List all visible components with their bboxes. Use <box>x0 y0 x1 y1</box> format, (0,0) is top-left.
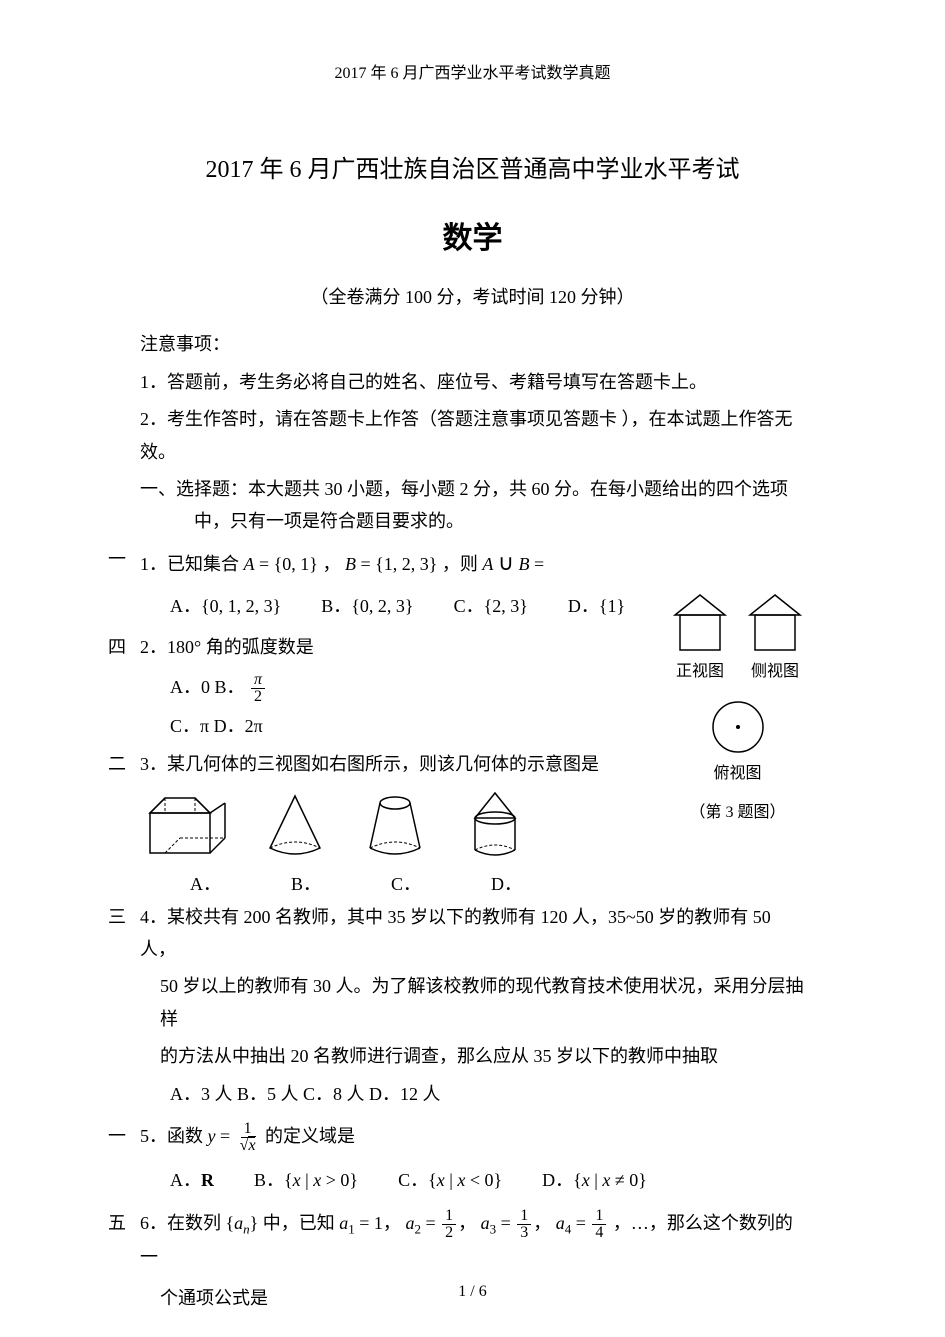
side-view-icon <box>745 590 805 655</box>
q5-option-a: A．R <box>170 1164 214 1196</box>
q1-set-a: A <box>244 554 255 574</box>
q1-text-before: 1．已知集合 <box>140 554 244 574</box>
prism-icon <box>140 788 230 863</box>
title-main: 2017 年 6 月广西壮族自治区普通高中学业水平考试 <box>140 149 805 192</box>
q5-option-c: C．{x | x < 0} <box>398 1164 502 1196</box>
q1-option-d: D．{1} <box>568 590 625 622</box>
q1-union: A <box>482 554 493 574</box>
q5-annotation: 一 <box>108 1120 126 1152</box>
q4-annotation: 三 <box>108 901 126 933</box>
q5-options: A．R B．{x | x > 0} C．{x | x < 0} D．{x | x… <box>170 1164 805 1196</box>
q3-labels: A． B． C． D． <box>190 868 805 900</box>
front-view-icon <box>670 590 730 655</box>
three-view-figure: 正视图 侧视图 俯视图 （第 3 题图） <box>670 590 805 827</box>
page-footer: 1 / 6 <box>0 1278 945 1307</box>
page-header: 2017 年 6 月广西学业水平考试数学真题 <box>140 60 805 89</box>
question-4: 三 4．某校共有 200 名教师，其中 35 岁以下的教师有 120 人，35~… <box>140 901 805 966</box>
side-view: 侧视图 <box>745 590 805 687</box>
q6-text-before: 6．在数列 { <box>140 1213 234 1233</box>
q6-annotation: 五 <box>108 1207 126 1239</box>
title-subject: 数学 <box>140 212 805 266</box>
q1-mid1: ， <box>322 554 340 574</box>
q1-set-b: B <box>345 554 356 574</box>
q3-label-a: A． <box>190 868 221 900</box>
figure-caption: （第 3 题图） <box>670 799 805 828</box>
q2-text: 2．180° 角的弧度数是 <box>140 637 314 657</box>
q2-opt-d: D．2π <box>214 716 263 736</box>
section-heading: 一、选择题：本大题共 30 小题，每小题 2 分，共 60 分。在每小题给出的四… <box>140 473 805 538</box>
frustum-icon <box>360 788 430 863</box>
cone-cylinder-icon <box>460 788 530 863</box>
front-view: 正视图 <box>670 590 730 687</box>
q5-option-b: B．{x | x > 0} <box>254 1164 358 1196</box>
question-6: 五 6．在数列 {an} 中，已知 a1 = 1， a2 = 12， a3 = … <box>140 1207 805 1274</box>
q1-option-a: A．{0, 1, 2, 3} <box>170 590 281 622</box>
q1-option-c: C．{2, 3} <box>454 590 528 622</box>
q1-annotation: 一 <box>108 543 126 575</box>
notice-item-2: 2．考生作答时，请在答题卡上作答（答题注意事项见答题卡 ），在本试题上作答无效。 <box>140 403 805 468</box>
notice-heading: 注意事项： <box>140 328 805 360</box>
q3-text: 3．某几何体的三视图如右图所示，则该几何体的示意图是 <box>140 754 599 774</box>
q1-mid2: ，则 <box>442 554 483 574</box>
q3-label-b: B． <box>291 868 321 900</box>
q2-opt-b: B． <box>215 677 245 697</box>
side-view-label: 侧视图 <box>751 658 799 687</box>
question-5: 一 5．函数 y = 1√x 的定义域是 <box>140 1120 805 1154</box>
q2-opt-c: C．π <box>170 716 209 736</box>
q2-fraction: π2 <box>251 672 265 705</box>
q1-option-b: B．{0, 2, 3} <box>321 590 413 622</box>
question-3: 二 3．某几何体的三视图如右图所示，则该几何体的示意图是 <box>140 748 805 780</box>
q5-text-after: 的定义域是 <box>265 1126 355 1146</box>
q5-text-before: 5．函数 <box>140 1126 208 1146</box>
q4-line3: 的方法从中抽出 20 名教师进行调查，那么应从 35 岁以下的教师中抽取 <box>160 1040 805 1072</box>
q2-opt-a: A．0 <box>170 677 210 697</box>
shape-d <box>460 788 530 863</box>
shape-c <box>360 788 430 863</box>
q2-annotation: 四 <box>108 631 126 663</box>
q3-label-d: D． <box>491 868 522 900</box>
cone-icon <box>260 788 330 863</box>
shape-b <box>260 788 330 863</box>
q5-fraction: 1√x <box>237 1121 259 1154</box>
q4-line2: 50 岁以上的教师有 30 人。为了解该校教师的现代教育技术使用状况，采用分层抽… <box>160 970 805 1035</box>
notice-item-1: 1．答题前，考生务必将自己的姓名、座位号、考籍号填写在答题卡上。 <box>140 366 805 398</box>
q3-label-c: C． <box>391 868 421 900</box>
shape-a <box>140 788 230 863</box>
q6-mid1: } 中，已知 <box>250 1213 340 1233</box>
front-view-label: 正视图 <box>676 658 724 687</box>
title-info: （全卷满分 100 分，考试时间 120 分钟） <box>140 281 805 313</box>
q3-annotation: 二 <box>108 748 126 780</box>
q5-option-d: D．{x | x ≠ 0} <box>542 1164 647 1196</box>
q4-options: A．3 人 B．5 人 C．8 人 D．12 人 <box>170 1078 805 1110</box>
q4-line1: 4．某校共有 200 名教师，其中 35 岁以下的教师有 120 人，35~50… <box>140 907 771 959</box>
question-1: 一 1．已知集合 A = {0, 1} ， B = {1, 2, 3} ，则 A… <box>140 543 805 583</box>
